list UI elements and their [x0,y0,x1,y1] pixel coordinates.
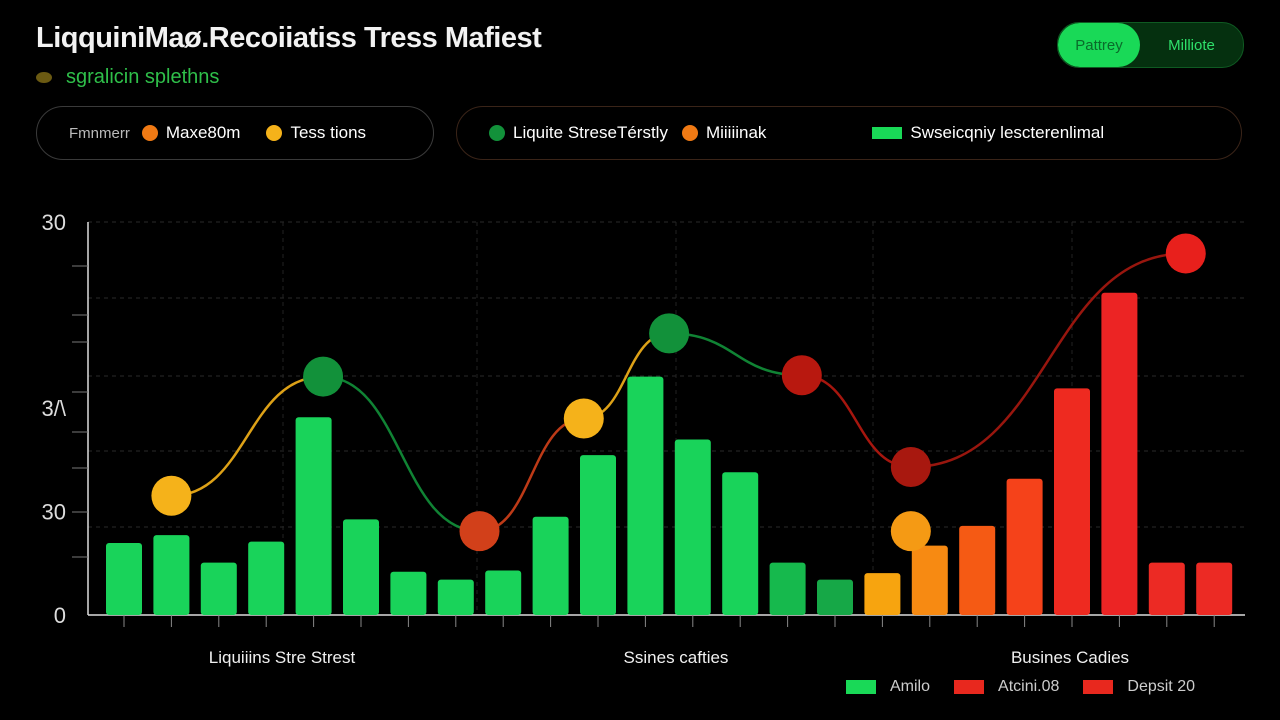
subtitle-text: sgralicin splethns [66,66,220,88]
bar [343,519,379,615]
bar [911,545,948,615]
legend-item: Miiiiinak [681,123,767,143]
view-toggle[interactable]: Pattrey Milliote [1057,22,1244,68]
line-segment [479,417,584,533]
subtitle-dot-icon [36,72,52,83]
y-tick-label: 3/\ [42,396,67,421]
data-point [1165,233,1206,274]
bar [437,579,474,615]
bar [153,535,190,615]
legend-label: Depsit 20 [1127,678,1195,695]
legend-item: Tess tions [266,123,366,143]
bar [580,455,616,615]
bar [959,525,996,615]
legend-swatch-icon [872,127,903,139]
legend-item: Swseicqniy lescterenlimal [872,123,1104,143]
x-group-label: Busines Cadies [1010,648,1130,667]
bottom-legend: Amilo Atcini.08 Depsit 20 [846,678,1219,696]
line-segment [669,332,802,377]
legend-swatch-icon [846,680,876,694]
bar [627,376,664,615]
line-segment [323,375,480,533]
bar [674,439,711,615]
bar [248,541,285,615]
bar [485,570,522,615]
legend-right: Liquite StreseTérstly Miiiiinak Swseicqn… [456,106,1242,160]
legend-item: Atcini.08 [954,678,1059,696]
legend-label: Atcini.08 [998,678,1060,695]
legend-label: Miiiiinak [705,123,767,142]
bar [295,417,332,615]
bar [769,562,806,615]
legend-label: Swseicqniy lescterenlimal [910,123,1105,142]
bar [722,472,759,615]
bar [390,571,427,615]
legend-left: Fmnmerr Maxe80m Tess tions [36,106,434,160]
y-tick-label: 0 [54,603,66,628]
bar [1101,292,1138,615]
x-group-label: Ssines cafties [623,648,729,667]
legend-label: Tess tions [290,123,367,142]
toggle-option-pattrey[interactable]: Pattrey [1058,23,1140,67]
bar [1054,388,1090,615]
legend-dot-icon [266,125,283,141]
legend-swatch-icon [954,680,985,694]
line-segment [910,252,1186,469]
data-point [563,398,604,439]
legend-swatch-icon [1083,680,1114,694]
bar [1196,562,1233,615]
bar [1006,478,1043,615]
toggle-option-milliote[interactable]: Milliote [1168,36,1215,54]
bar [1148,562,1185,615]
legend-label: Maxe80m [165,123,241,142]
legend-dot-icon [489,125,505,141]
bar [532,516,569,615]
legend-dot-icon [141,125,158,141]
legend-left-label: Fmnmerr [69,124,130,142]
bar [817,579,853,615]
legend-item: Liquite StreseTérstly [489,123,668,143]
data-point [303,356,344,397]
data-point [890,446,931,487]
legend-label: Liquite StreseTérstly [513,123,668,142]
bar [106,542,142,615]
line-segment [801,374,911,469]
y-tick-label: 30 [42,210,66,235]
chart-subtitle: sgralicin splethns [36,66,219,89]
legend-item: Maxe80m [141,123,241,143]
legend-label: Amilo [890,678,931,695]
bar [864,573,901,615]
x-group-label: Liquiiins Stre Strest [208,648,356,667]
y-tick-label: 30 [42,500,66,525]
line-segment [171,375,324,498]
data-point [781,355,822,396]
chart-title: LiqquiniMaø.Recoiiatiss Tress Mafiest [36,22,542,54]
data-point [459,511,500,552]
bar [200,562,237,615]
legend-item: Amilo [846,678,930,696]
data-point [890,511,931,552]
data-point [649,313,690,354]
legend-item: Depsit 20 [1083,678,1195,696]
legend-dot-icon [681,125,698,141]
data-point [151,475,192,516]
